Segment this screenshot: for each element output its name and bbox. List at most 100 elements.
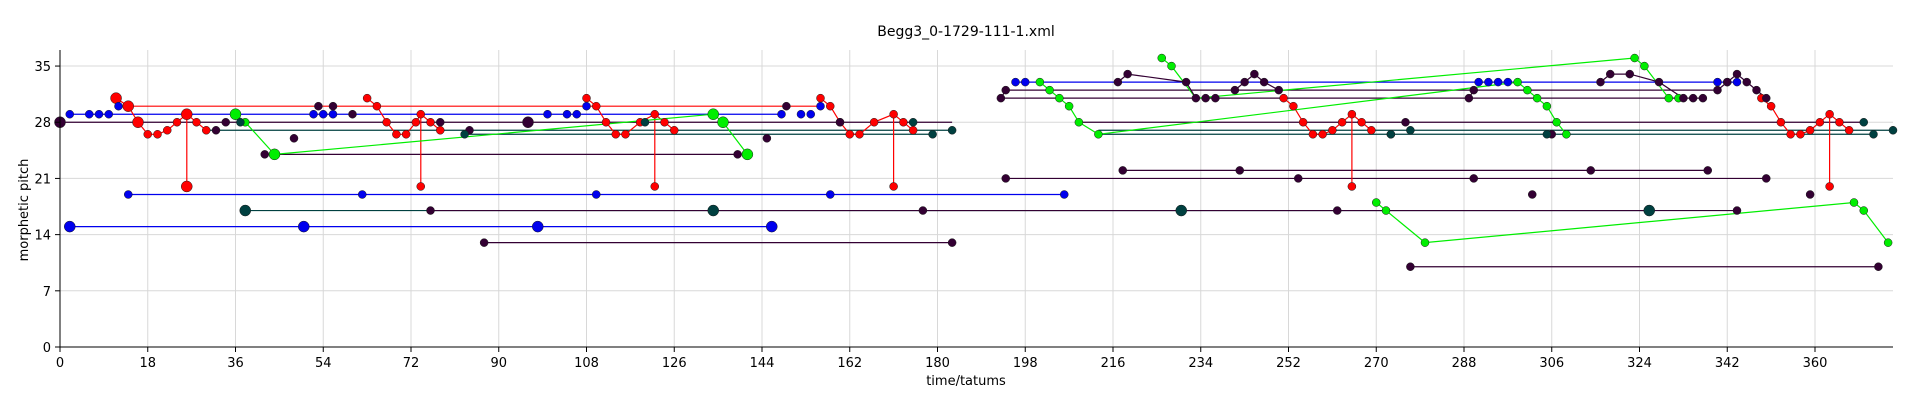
data-point: [1606, 69, 1615, 79]
data-point: [889, 182, 898, 191]
data-point: [260, 150, 269, 159]
data-point: [918, 206, 928, 215]
data-point: [1157, 53, 1166, 63]
data-point: [762, 134, 772, 143]
data-point: [1630, 53, 1639, 63]
data-point: [268, 148, 281, 161]
x-tick-label: 324: [1627, 356, 1652, 371]
data-point: [1874, 262, 1883, 271]
y-tick-labels: 0 7 14 21 28 35: [34, 60, 51, 356]
data-point: [416, 109, 425, 119]
axes: [55, 50, 1893, 352]
data-point: [114, 101, 123, 111]
data-point: [1888, 126, 1898, 135]
data-point: [85, 109, 94, 119]
data-point: [1474, 77, 1483, 87]
data-point: [582, 93, 591, 103]
data-point: [650, 109, 659, 119]
data-point: [328, 109, 338, 119]
data-point: [855, 130, 864, 139]
data-point: [479, 238, 489, 247]
data-point: [1279, 93, 1288, 103]
data-point: [777, 109, 786, 119]
x-tick-label: 216: [1101, 356, 1126, 371]
x-tick-label: 342: [1715, 356, 1740, 371]
data-point: [192, 117, 201, 127]
data-point: [1060, 190, 1069, 199]
data-point: [1357, 117, 1366, 127]
data-point: [221, 117, 230, 127]
data-point: [826, 101, 835, 111]
data-point: [1503, 77, 1513, 87]
note-points: [54, 53, 1898, 271]
data-point: [1011, 77, 1020, 87]
y-tick-label: 21: [34, 172, 51, 187]
data-point: [707, 204, 719, 217]
data-point: [947, 238, 957, 247]
data-point: [1484, 77, 1493, 87]
data-point: [1347, 182, 1357, 191]
data-point: [806, 109, 815, 119]
data-point: [1654, 77, 1664, 87]
data-point: [132, 116, 144, 128]
x-tick-label: 306: [1539, 356, 1564, 371]
data-point: [522, 116, 534, 128]
data-point: [436, 126, 445, 135]
data-point: [1542, 130, 1552, 139]
data-point: [1308, 130, 1318, 139]
data-point: [1562, 130, 1571, 139]
data-point: [741, 148, 754, 161]
data-point: [996, 93, 1006, 103]
data-point: [592, 101, 601, 111]
data-point: [1381, 206, 1391, 215]
data-point: [392, 130, 401, 139]
x-tick-label: 18: [139, 356, 156, 371]
data-point: [1250, 69, 1259, 79]
data-point: [460, 130, 469, 139]
data-point: [1118, 166, 1127, 175]
data-point: [1664, 93, 1673, 103]
data-point: [889, 109, 898, 119]
data-point: [766, 220, 778, 233]
data-point: [328, 101, 338, 111]
data-point: [1796, 130, 1805, 139]
data-point: [426, 117, 435, 127]
data-point: [211, 126, 221, 135]
data-point: [1367, 126, 1376, 135]
x-tick-label: 360: [1803, 356, 1828, 371]
data-point: [796, 109, 806, 119]
data-point: [94, 109, 104, 119]
data-point: [1698, 93, 1708, 103]
data-point: [1240, 77, 1249, 87]
data-point: [401, 130, 411, 139]
data-point: [1825, 182, 1834, 191]
x-tick-label: 36: [227, 356, 244, 371]
data-point: [181, 180, 193, 193]
data-point: [1762, 174, 1771, 183]
data-point: [1542, 101, 1552, 111]
data-point: [372, 101, 382, 111]
data-point: [1055, 93, 1064, 103]
x-tick-label: 108: [574, 356, 599, 371]
data-point: [1464, 93, 1474, 103]
data-point: [621, 130, 630, 139]
data-point: [1318, 130, 1327, 139]
data-point: [1035, 77, 1045, 87]
data-point: [1333, 206, 1342, 215]
data-point: [532, 220, 544, 233]
data-point: [826, 190, 835, 199]
data-point: [816, 101, 825, 111]
data-point: [1732, 206, 1742, 215]
y-tick-label: 0: [43, 341, 51, 356]
data-point: [670, 126, 679, 135]
data-point: [1815, 117, 1825, 127]
data-point: [362, 93, 372, 103]
connection-line: [586, 97, 675, 187]
x-tick-label: 162: [837, 356, 862, 371]
data-point: [436, 117, 445, 127]
data-point: [1493, 77, 1503, 87]
data-point: [1596, 77, 1605, 87]
data-point: [562, 109, 572, 119]
data-point: [733, 150, 742, 159]
